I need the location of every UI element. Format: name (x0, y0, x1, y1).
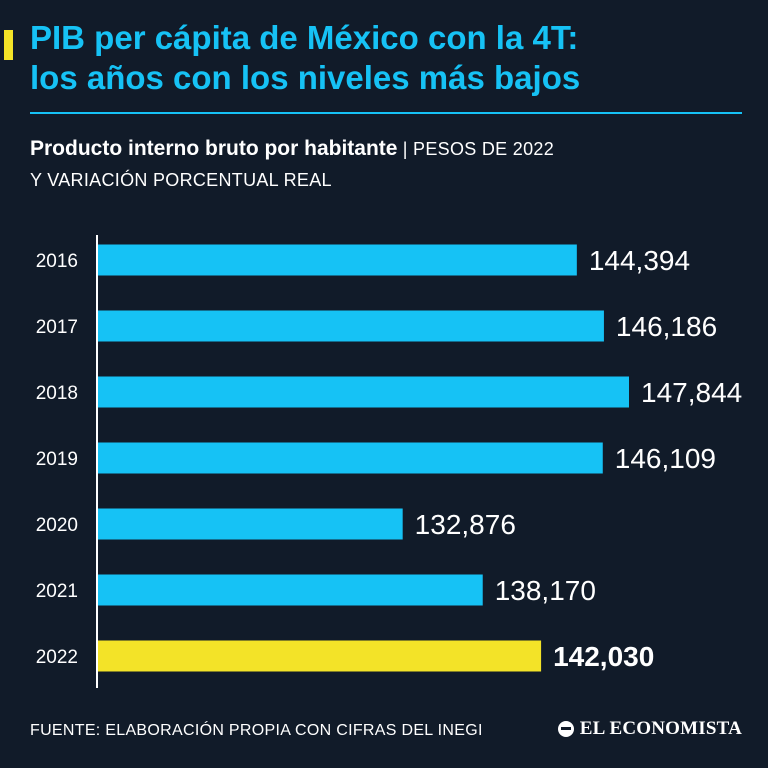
category-label: 2018 (36, 383, 78, 404)
bar-2019 (98, 442, 603, 474)
value-label-2017: 146,186 (616, 311, 717, 342)
bar-2018 (98, 376, 629, 408)
category-label: 2017 (36, 317, 78, 338)
category-label: 2022 (36, 647, 78, 668)
title-line-2: los años con los niveles más bajos (30, 59, 581, 96)
subtitle-main: Producto interno bruto por habitante (30, 137, 398, 160)
title-line-1: PIB per cápita de México con la 4T: (30, 19, 579, 56)
value-label-2019: 146,109 (615, 443, 716, 474)
category-label: 2016 (36, 251, 78, 272)
value-label-2021: 138,170 (495, 575, 596, 606)
logo-icon (557, 721, 574, 737)
subtitle-unit: PESOS DE 2022 (413, 139, 555, 159)
brand-logo: EL ECONOMISTA (557, 718, 742, 740)
page-title: PIB per cápita de México con la 4T: los … (30, 18, 760, 98)
category-label: 2020 (36, 515, 78, 536)
chart-subtitle: Producto interno bruto por habitante | P… (30, 134, 750, 195)
value-label-2020: 132,876 (415, 509, 516, 540)
bar-2022 (98, 640, 542, 672)
source-note: FUENTE: ELABORACIÓN PROPIA CON CIFRAS DE… (30, 722, 483, 739)
bar-2020 (98, 508, 403, 540)
title-accent-bar (4, 30, 13, 60)
bar-2016 (98, 244, 577, 276)
subtitle-line-2: Y VARIACIÓN PORCENTUAL REAL (30, 170, 332, 190)
category-label: 2019 (36, 449, 78, 470)
logo-text: EL ECONOMISTA (579, 718, 742, 739)
value-label-2018: 147,844 (641, 377, 742, 408)
category-label: 2021 (36, 581, 78, 602)
bar-chart: 2016 144,394 2017 146,186 2018 147,844 2019 146… (36, 235, 742, 688)
subtitle-separator: | (402, 139, 408, 159)
value-label-2016: 144,394 (589, 245, 690, 276)
bar-2021 (98, 574, 483, 606)
value-label-2022: 142,030 (553, 641, 654, 672)
title-divider (30, 112, 742, 114)
bar-2017 (98, 310, 604, 342)
